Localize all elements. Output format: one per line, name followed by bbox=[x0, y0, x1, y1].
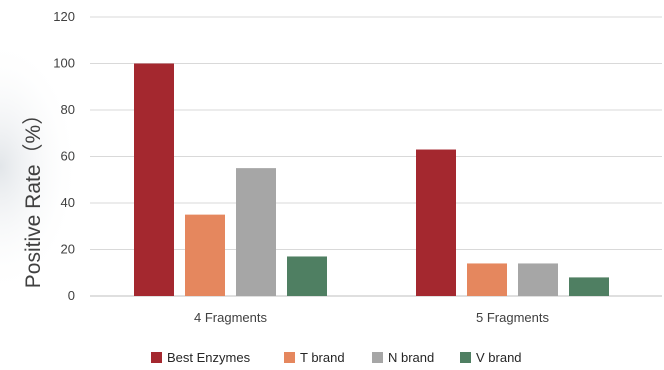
legend-swatch bbox=[284, 352, 295, 363]
bar bbox=[569, 277, 609, 296]
legend: Best Enzymes T brand N brand V brand bbox=[151, 350, 522, 365]
legend-item: V brand bbox=[460, 350, 522, 365]
legend-swatch bbox=[151, 352, 162, 363]
legend-label: V brand bbox=[476, 350, 522, 365]
legend-swatch bbox=[460, 352, 471, 363]
bar bbox=[416, 149, 456, 296]
bar bbox=[467, 263, 507, 296]
bar bbox=[287, 256, 327, 296]
bars bbox=[134, 63, 609, 296]
x-category-label: 5 Fragments bbox=[476, 310, 549, 325]
background-shade bbox=[0, 0, 230, 370]
bar bbox=[518, 263, 558, 296]
y-tick-label: 0 bbox=[68, 288, 75, 303]
y-axis-ticks: 0 20 40 60 80 100 120 bbox=[53, 9, 75, 303]
y-tick-label: 60 bbox=[61, 149, 75, 164]
legend-swatch bbox=[372, 352, 383, 363]
bar bbox=[236, 168, 276, 296]
legend-item: T brand bbox=[284, 350, 345, 365]
legend-label: N brand bbox=[388, 350, 434, 365]
y-tick-label: 80 bbox=[61, 102, 75, 117]
y-tick-label: 20 bbox=[61, 242, 75, 257]
x-category-label: 4 Fragments bbox=[194, 310, 267, 325]
bar bbox=[134, 63, 174, 296]
legend-label: T brand bbox=[300, 350, 345, 365]
legend-label: Best Enzymes bbox=[167, 350, 251, 365]
bar bbox=[185, 214, 225, 296]
legend-item: N brand bbox=[372, 350, 434, 365]
x-axis-categories: 4 Fragments 5 Fragments bbox=[194, 310, 549, 325]
y-tick-label: 120 bbox=[53, 9, 75, 24]
legend-item: Best Enzymes bbox=[151, 350, 251, 365]
y-tick-label: 100 bbox=[53, 56, 75, 71]
y-tick-label: 40 bbox=[61, 195, 75, 210]
y-axis-label: Positive Rate（%） bbox=[22, 104, 45, 288]
